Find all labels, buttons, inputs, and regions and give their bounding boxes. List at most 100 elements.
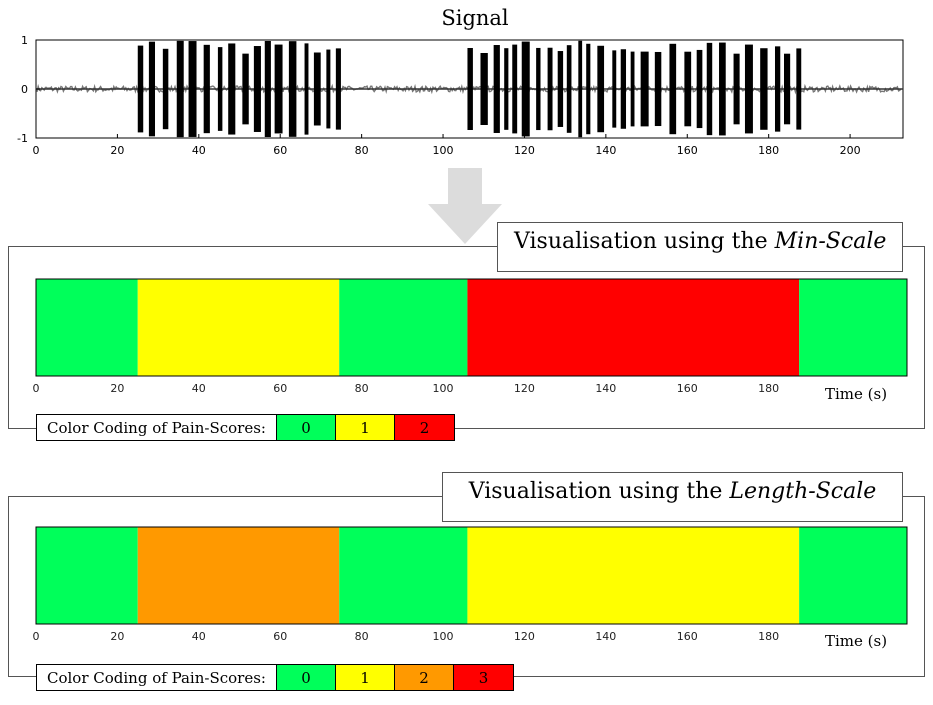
signal-xtick-label: 100 bbox=[433, 144, 454, 157]
min-scale-time-label: Time (s) bbox=[825, 385, 888, 403]
length-scale-title: Visualisation using the Length-Scale bbox=[442, 472, 903, 522]
signal-xtick-label: 120 bbox=[514, 144, 535, 157]
min-scale-legend-cell: 0 bbox=[276, 415, 336, 440]
signal-xtick-label: 40 bbox=[192, 144, 206, 157]
length-scale-xtick-label: 40 bbox=[192, 630, 206, 643]
min-scale-xtick-label: 120 bbox=[514, 382, 535, 395]
signal-burst bbox=[137, 40, 341, 138]
length-scale-xtick-label: 180 bbox=[758, 630, 779, 643]
signal-burst-pulse bbox=[733, 53, 740, 125]
signal-burst-pulse bbox=[620, 49, 627, 129]
length-scale-time-label: Time (s) bbox=[825, 632, 888, 650]
signal-burst-pulse bbox=[203, 44, 210, 134]
length-scale-legend-cell: 2 bbox=[394, 665, 454, 690]
length-scale-xtick-label: 0 bbox=[33, 630, 40, 643]
signal-ytick-label: 0 bbox=[21, 83, 28, 96]
signal-burst-pulse bbox=[760, 48, 768, 130]
signal-burst-pulse bbox=[684, 51, 692, 127]
min-scale-frame bbox=[8, 246, 925, 429]
signal-ytick-label: 1 bbox=[21, 34, 28, 47]
min-scale-legend-cell: 2 bbox=[394, 415, 454, 440]
signal-burst-pulse bbox=[669, 43, 677, 135]
signal-burst-pulse bbox=[228, 43, 236, 135]
min-scale-xtick-label: 160 bbox=[677, 382, 698, 395]
signal-burst-pulse bbox=[304, 43, 309, 135]
signal-burst-pulse bbox=[597, 45, 605, 133]
min-scale-title: Visualisation using the Min-Scale bbox=[497, 222, 903, 272]
signal-burst-pulse bbox=[630, 51, 635, 127]
min-scale-bar-chart: 0 20 40 60 80 100 120 140 160 180 bbox=[33, 278, 908, 395]
signal-burst-pulse bbox=[719, 42, 726, 136]
signal-burst-pulse bbox=[512, 44, 518, 134]
signal-xtick-label: 160 bbox=[677, 144, 698, 157]
length-scale-xtick-label: 80 bbox=[355, 630, 369, 643]
length-scale-xtick-label: 60 bbox=[273, 630, 287, 643]
signal-burst-pulse bbox=[188, 41, 197, 137]
min-scale-xtick-label: 60 bbox=[273, 382, 287, 395]
min-scale-title-prefix: Visualisation using the bbox=[514, 229, 775, 254]
length-scale-segment bbox=[137, 527, 340, 624]
signal-xtick-label: 80 bbox=[355, 144, 369, 157]
signal-burst-pulse bbox=[148, 41, 156, 137]
signal-burst bbox=[467, 40, 802, 138]
signal-burst-pulse bbox=[557, 51, 564, 127]
length-scale-plot-border bbox=[35, 526, 908, 625]
min-scale-segment bbox=[137, 279, 340, 376]
signal-burst-pulse bbox=[796, 48, 802, 130]
length-scale-legend-label: Color Coding of Pain-Scores: bbox=[37, 665, 277, 690]
signal-burst-pulse bbox=[578, 40, 583, 138]
length-scale-xtick-label: 120 bbox=[514, 630, 535, 643]
min-scale-segment bbox=[799, 279, 907, 376]
length-scale-xtick-label: 160 bbox=[677, 630, 698, 643]
min-scale-segment bbox=[467, 279, 800, 376]
signal-burst-pulse bbox=[313, 52, 321, 126]
signal-burst-pulse bbox=[493, 45, 500, 133]
signal-xtick-label: 140 bbox=[595, 144, 616, 157]
min-scale-segment bbox=[36, 279, 138, 376]
signal-burst-pulse bbox=[744, 44, 753, 134]
length-scale-segment bbox=[467, 527, 800, 624]
min-scale-segment bbox=[339, 279, 468, 376]
signal-burst-pulse bbox=[274, 44, 283, 134]
length-scale-segment bbox=[799, 527, 907, 624]
min-scale-xtick-label: 20 bbox=[110, 382, 124, 395]
signal-burst-pulse bbox=[217, 47, 223, 131]
signal-xtick-label: 60 bbox=[273, 144, 287, 157]
min-scale-legend-cell: 1 bbox=[335, 415, 395, 440]
length-scale-segment bbox=[36, 527, 138, 624]
signal-burst-pulse bbox=[288, 41, 297, 137]
signal-burst-pulse bbox=[253, 46, 261, 132]
length-scale-xtick-label: 100 bbox=[433, 630, 454, 643]
signal-plot: 1 0 -1 0 20 40 60 80 100 120 140 160 180 200 bbox=[17, 34, 904, 157]
signal-burst-pulse bbox=[536, 47, 541, 131]
signal-burst-pulse bbox=[521, 41, 530, 137]
signal-title: Signal bbox=[441, 6, 509, 30]
signal-burst-pulse bbox=[176, 40, 184, 138]
length-scale-bar-chart: 0 20 40 60 80 100 120 140 160 180 bbox=[33, 526, 908, 643]
length-scale-xtick-label: 20 bbox=[110, 630, 124, 643]
signal-burst-pulse bbox=[326, 49, 331, 129]
signal-burst-pulse bbox=[784, 53, 791, 125]
min-scale-xtick-label: 40 bbox=[192, 382, 206, 395]
signal-xtick-label: 200 bbox=[840, 144, 861, 157]
signal-xtick-label: 180 bbox=[758, 144, 779, 157]
signal-burst-pulse bbox=[566, 45, 572, 133]
min-scale-legend-label: Color Coding of Pain-Scores: bbox=[37, 415, 277, 440]
length-scale-segment bbox=[339, 527, 468, 624]
length-scale-title-italic: Length-Scale bbox=[729, 479, 877, 504]
length-scale-legend-cell: 0 bbox=[276, 665, 336, 690]
signal-burst-pulse bbox=[264, 40, 271, 138]
signal-burst-pulse bbox=[586, 43, 591, 135]
min-scale-plot-border bbox=[35, 278, 908, 377]
signal-ytick-label: -1 bbox=[17, 132, 28, 145]
min-scale-xtick-label: 0 bbox=[33, 382, 40, 395]
signal-burst-pulse bbox=[242, 53, 249, 125]
length-scale-legend-cell: 3 bbox=[453, 665, 513, 690]
down-arrow-icon bbox=[428, 168, 502, 244]
length-scale-xtick-label: 140 bbox=[595, 630, 616, 643]
min-scale-xtick-label: 180 bbox=[758, 382, 779, 395]
signal-burst-pulse bbox=[335, 48, 341, 130]
signal-burst-pulse bbox=[504, 48, 509, 130]
